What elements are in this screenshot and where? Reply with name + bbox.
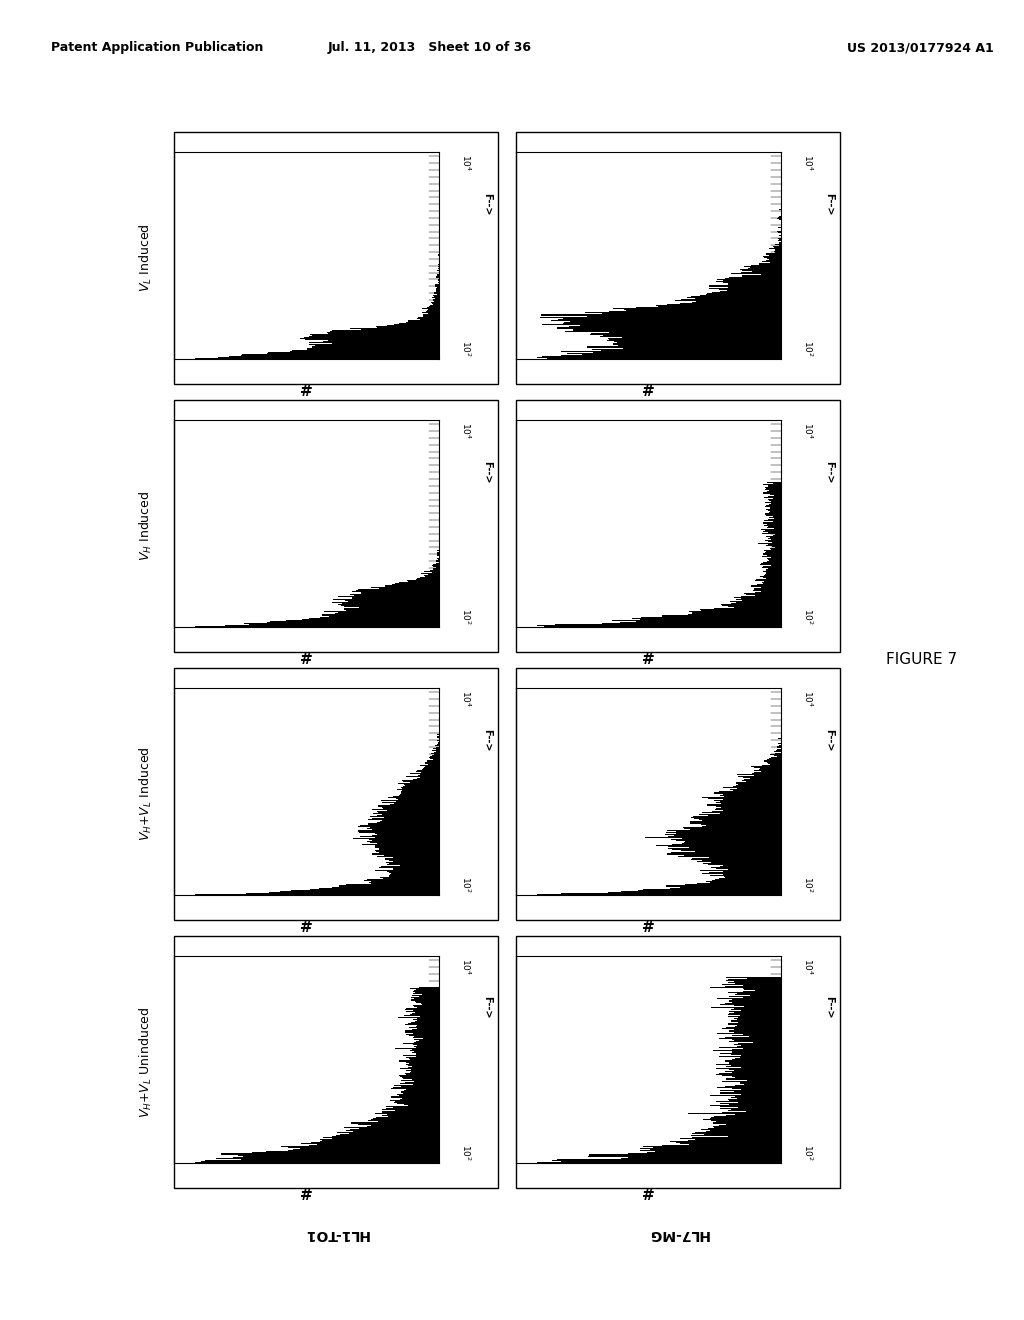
Text: F-->: F--> [824,461,835,483]
Text: #: # [642,920,655,935]
Text: F-->: F--> [482,461,493,483]
Text: HL7-MG: HL7-MG [647,1228,709,1241]
Text: $10^2$: $10^2$ [460,876,472,892]
Text: $V_H$ Induced: $V_H$ Induced [137,491,154,561]
Text: F-->: F--> [482,729,493,751]
Text: $10^4$: $10^4$ [460,958,472,975]
Text: US 2013/0177924 A1: US 2013/0177924 A1 [847,41,993,54]
Text: $10^2$: $10^2$ [460,609,472,624]
Text: $10^2$: $10^2$ [802,1144,814,1160]
Text: $10^2$: $10^2$ [802,876,814,892]
Text: #: # [300,920,313,935]
Text: #: # [300,384,313,399]
Text: $10^4$: $10^4$ [802,958,814,975]
Text: #: # [300,652,313,667]
Text: F-->: F--> [482,997,493,1019]
Text: $10^4$: $10^4$ [802,690,814,708]
Text: Jul. 11, 2013   Sheet 10 of 36: Jul. 11, 2013 Sheet 10 of 36 [328,41,532,54]
Text: Patent Application Publication: Patent Application Publication [51,41,263,54]
Text: FIGURE 7: FIGURE 7 [886,652,957,668]
Text: $V_H$+$V_L$ Induced: $V_H$+$V_L$ Induced [137,747,154,841]
Text: $10^4$: $10^4$ [802,422,814,440]
Text: $10^4$: $10^4$ [460,154,472,172]
Text: #: # [642,1188,655,1203]
Text: HL1-TO1: HL1-TO1 [303,1228,369,1241]
Text: $10^4$: $10^4$ [460,690,472,708]
Text: F-->: F--> [824,729,835,751]
Text: $V_H$+$V_L$ Uninduced: $V_H$+$V_L$ Uninduced [137,1006,154,1118]
Text: $10^2$: $10^2$ [802,341,814,356]
Text: #: # [642,652,655,667]
Text: $V_L$ Induced: $V_L$ Induced [137,223,154,293]
Text: F-->: F--> [824,997,835,1019]
Text: #: # [642,384,655,399]
Text: $10^4$: $10^4$ [460,422,472,440]
Text: $10^2$: $10^2$ [802,609,814,624]
Text: #: # [300,1188,313,1203]
Text: F-->: F--> [482,193,493,215]
Text: $10^2$: $10^2$ [460,341,472,356]
Text: F-->: F--> [824,193,835,215]
Text: $10^2$: $10^2$ [460,1144,472,1160]
Text: $10^4$: $10^4$ [802,154,814,172]
